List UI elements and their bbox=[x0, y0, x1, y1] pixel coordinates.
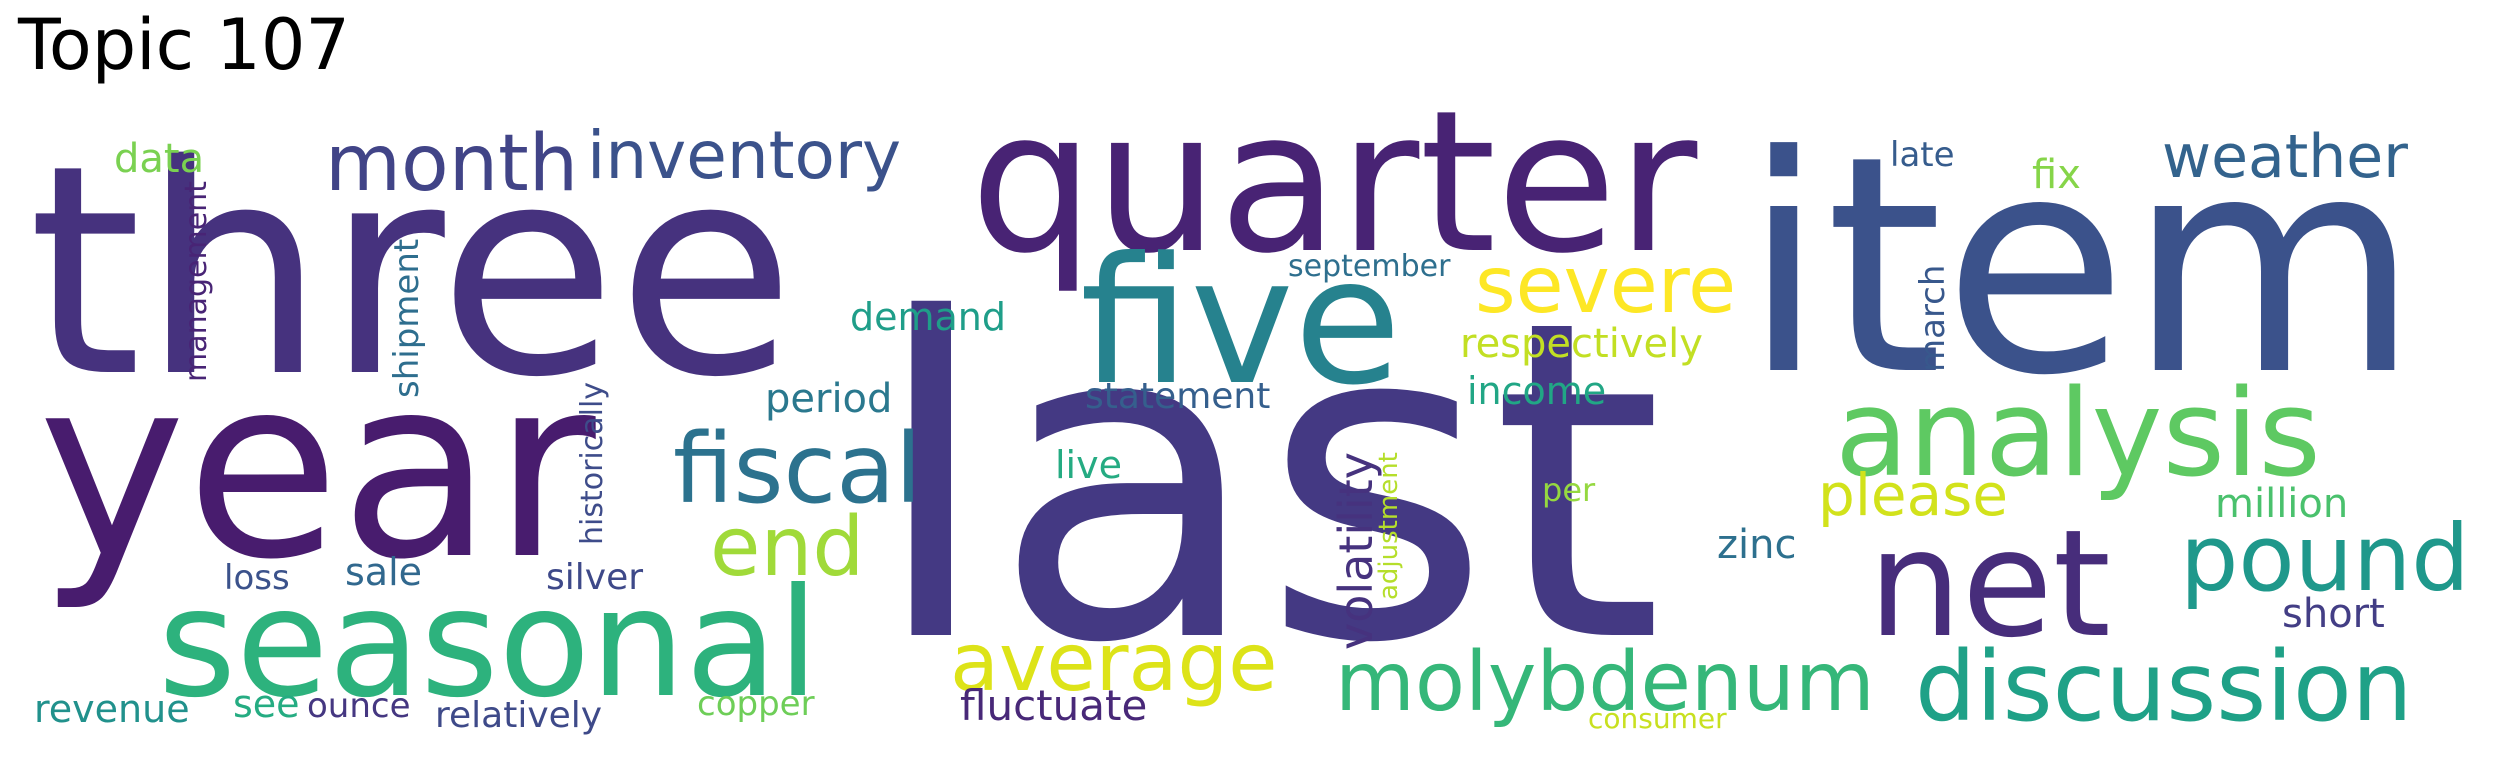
word-fiscal: fiscal bbox=[673, 413, 922, 525]
word-three: three bbox=[28, 104, 795, 441]
word-last: last bbox=[870, 227, 1664, 739]
word-million: million bbox=[2215, 481, 2348, 527]
word-five: five bbox=[1080, 221, 1401, 424]
word-molybdenum: molybdenum bbox=[1335, 635, 1875, 730]
word-period: period bbox=[765, 376, 892, 422]
word-year: year bbox=[38, 323, 596, 614]
word-consumer: consumer bbox=[1588, 702, 1727, 735]
word-management: management bbox=[179, 181, 214, 382]
word-copper: copper bbox=[697, 684, 815, 724]
word-month: month bbox=[325, 119, 578, 209]
word-end: end bbox=[710, 500, 864, 595]
word-see: see bbox=[233, 682, 300, 726]
word-data: data bbox=[114, 136, 204, 182]
word-respectively: respectively bbox=[1460, 321, 1703, 367]
word-income: income bbox=[1467, 369, 1606, 413]
word-quarter: quarter bbox=[970, 69, 1698, 297]
word-live: live bbox=[1055, 443, 1122, 487]
word-item: item bbox=[1742, 92, 2420, 441]
word-per: per bbox=[1542, 471, 1596, 509]
word-weather: weather bbox=[2162, 122, 2408, 192]
word-march: march bbox=[1913, 265, 1953, 372]
word-seasonal: seasonal bbox=[158, 557, 819, 731]
word-analysis: analysis bbox=[1835, 365, 2321, 504]
word-sale: sale bbox=[345, 550, 422, 594]
word-silver: silver bbox=[546, 557, 643, 598]
word-volatility: volatility bbox=[1329, 452, 1383, 650]
page-title: Topic 107 bbox=[18, 4, 350, 86]
word-net: net bbox=[1868, 498, 2111, 670]
word-fix: fix bbox=[2032, 152, 2081, 198]
word-zinc: zinc bbox=[1717, 522, 1796, 568]
word-short: short bbox=[2282, 591, 2385, 637]
word-fluctuate: fluctuate bbox=[960, 681, 1147, 730]
word-relatively: relatively bbox=[435, 695, 602, 736]
word-late: late bbox=[1890, 135, 1955, 175]
word-demand: demand bbox=[850, 295, 1006, 339]
word-loss: loss bbox=[224, 558, 290, 598]
word-ounce: ounce bbox=[307, 686, 411, 726]
word-please: please bbox=[1818, 461, 2008, 529]
word-severe: severe bbox=[1475, 241, 1736, 331]
word-adjustment: adjustment bbox=[1374, 452, 1404, 600]
word-inventory: inventory bbox=[587, 117, 901, 194]
word-discussion: discussion bbox=[1915, 631, 2413, 743]
word-average: average bbox=[950, 616, 1278, 709]
word-pound: pound bbox=[2180, 505, 2470, 612]
word-september: september bbox=[1288, 249, 1451, 284]
word-revenue: revenue bbox=[34, 687, 190, 731]
word-shipment: shipment bbox=[387, 239, 427, 398]
word-statement: statement bbox=[1085, 376, 1270, 417]
word-historically: historically bbox=[575, 382, 610, 545]
